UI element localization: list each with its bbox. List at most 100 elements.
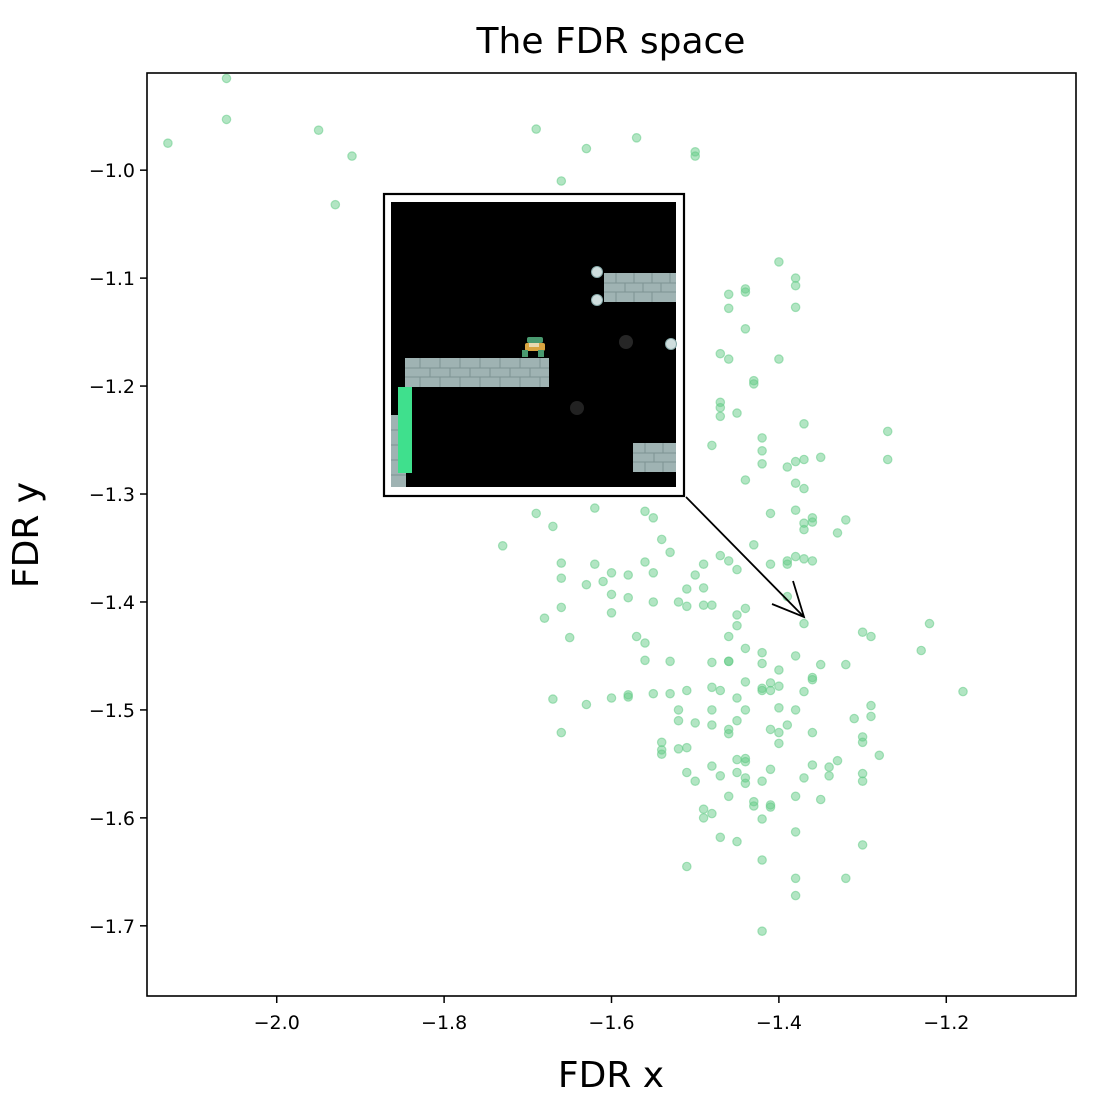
data-point bbox=[757, 814, 767, 824]
data-point bbox=[598, 576, 608, 587]
data-point bbox=[690, 776, 700, 786]
data-point bbox=[723, 289, 734, 300]
data-point bbox=[531, 508, 541, 519]
data-point bbox=[606, 567, 617, 578]
x-axis-label: FDR x bbox=[558, 1055, 664, 1096]
data-point bbox=[799, 454, 809, 465]
data-point bbox=[698, 813, 709, 823]
data-point bbox=[774, 681, 784, 691]
brick-platform-bottom-right bbox=[633, 443, 676, 472]
data-point bbox=[698, 583, 709, 593]
data-point bbox=[924, 618, 935, 629]
data-point bbox=[832, 755, 843, 766]
data-point bbox=[774, 354, 784, 364]
data-point bbox=[732, 610, 742, 620]
data-point bbox=[740, 603, 751, 614]
data-point bbox=[790, 478, 801, 488]
data-point bbox=[556, 727, 567, 738]
plot-frame bbox=[146, 72, 1077, 997]
data-point bbox=[958, 686, 968, 697]
data-point bbox=[840, 515, 851, 525]
data-point bbox=[857, 737, 868, 748]
data-point bbox=[849, 713, 859, 724]
data-point bbox=[640, 557, 650, 567]
data-point bbox=[690, 718, 700, 728]
data-point bbox=[589, 503, 600, 513]
data-point bbox=[799, 773, 809, 783]
data-point bbox=[774, 257, 784, 267]
data-point bbox=[715, 550, 726, 561]
data-point bbox=[313, 125, 324, 135]
data-point bbox=[815, 794, 826, 805]
data-point bbox=[681, 861, 692, 872]
data-point bbox=[623, 570, 633, 580]
data-point bbox=[757, 458, 767, 469]
data-point bbox=[782, 559, 793, 569]
data-point bbox=[648, 567, 659, 578]
data-point bbox=[790, 890, 801, 901]
data-point bbox=[564, 632, 575, 643]
data-point bbox=[681, 601, 692, 612]
data-point bbox=[840, 873, 851, 884]
data-point bbox=[857, 627, 868, 637]
data-point bbox=[757, 445, 767, 456]
y-tick-label: −1.5 bbox=[89, 700, 135, 722]
data-point bbox=[656, 534, 667, 545]
data-point bbox=[673, 743, 684, 754]
data-point bbox=[799, 524, 809, 535]
data-point bbox=[673, 705, 684, 715]
data-point bbox=[815, 452, 826, 463]
data-point bbox=[723, 303, 734, 314]
data-point bbox=[673, 715, 684, 726]
data-point bbox=[882, 454, 893, 465]
data-point bbox=[707, 705, 717, 715]
data-point bbox=[631, 133, 642, 143]
points-layer bbox=[163, 73, 968, 936]
data-point bbox=[765, 559, 776, 569]
data-point bbox=[497, 540, 508, 551]
x-tick-label: −1.2 bbox=[923, 1012, 969, 1034]
data-point bbox=[790, 505, 801, 515]
data-point bbox=[740, 287, 751, 297]
data-point bbox=[681, 685, 692, 696]
data-point bbox=[866, 700, 876, 711]
data-point bbox=[723, 656, 734, 667]
data-point bbox=[824, 762, 834, 772]
data-point bbox=[707, 682, 717, 693]
data-point bbox=[723, 354, 734, 364]
data-point bbox=[757, 433, 767, 443]
data-point bbox=[857, 776, 868, 786]
data-point bbox=[556, 573, 567, 583]
data-point bbox=[732, 715, 742, 726]
data-point bbox=[799, 553, 809, 564]
data-point bbox=[665, 688, 675, 699]
data-point bbox=[640, 638, 650, 648]
data-point bbox=[765, 764, 776, 775]
data-point bbox=[782, 720, 793, 730]
data-point bbox=[581, 699, 592, 710]
data-point bbox=[656, 745, 667, 755]
y-tick-label: −1.4 bbox=[89, 592, 135, 614]
data-point bbox=[790, 791, 801, 802]
data-point bbox=[623, 692, 633, 702]
data-point bbox=[740, 773, 751, 783]
data-point bbox=[824, 770, 834, 781]
coin-icon bbox=[665, 338, 677, 350]
y-tick-label: −1.7 bbox=[89, 916, 135, 938]
data-point bbox=[807, 727, 818, 738]
glow-dot bbox=[570, 401, 584, 415]
glow-dot bbox=[619, 335, 633, 349]
data-point bbox=[765, 685, 776, 696]
coin-icon bbox=[591, 294, 603, 306]
data-point bbox=[732, 620, 742, 631]
data-point bbox=[732, 564, 742, 575]
data-point bbox=[916, 645, 926, 656]
data-point bbox=[606, 589, 617, 600]
data-point bbox=[790, 551, 801, 562]
data-point bbox=[774, 702, 784, 713]
data-point bbox=[715, 832, 726, 843]
data-point bbox=[556, 176, 567, 186]
data-point bbox=[673, 597, 684, 607]
data-point bbox=[757, 685, 767, 696]
